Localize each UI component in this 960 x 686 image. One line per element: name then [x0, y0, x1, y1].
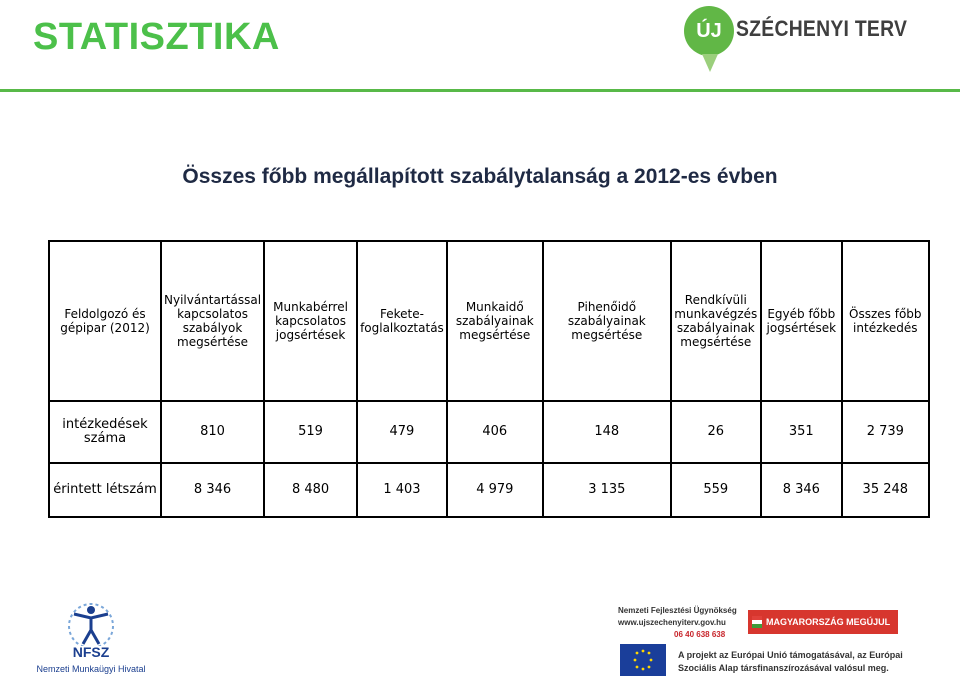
table-cell: 8 346: [759, 462, 843, 518]
header-cell: Fekete-foglalkoztatás: [356, 240, 448, 402]
table-cell: 406: [445, 400, 544, 464]
header-cell: Feldolgozó és gépipar (2012): [48, 240, 162, 402]
eu-flag-icon: [620, 644, 666, 676]
table-cell: 8 480: [263, 462, 359, 518]
table-cell: 35 248: [840, 462, 930, 518]
table-cell: 519: [263, 400, 359, 464]
table-row: érintett létszám 8 346 8 480 1 403 4 979…: [48, 462, 930, 518]
agency-name: Nemzeti Fejlesztési Ügynökség: [618, 606, 737, 615]
header-cell: Nyilvántartással kapcsolatos szabályok m…: [159, 240, 266, 402]
header-cell: Rendkívüli munkavégzés szabályainak megs…: [669, 240, 762, 402]
szechenyi-terv-logo: ÚJ SZÉCHENYI TERV: [684, 4, 934, 72]
eu-stars-icon: [633, 649, 653, 671]
header-cell: Pihenőidő szabályainak megsértése: [541, 240, 672, 402]
funding-logos: Nemzeti Fejlesztési Ügynökség www.ujszec…: [612, 600, 932, 684]
table-cell: 148: [541, 400, 672, 464]
nfsz-logo: NFSZ Nemzeti Munkaügyi Hivatal: [36, 592, 146, 682]
row-label: érintett létszám: [48, 462, 162, 518]
header-cell: Munkaidő szabályainak megsértése: [445, 240, 544, 402]
row-label: intézkedések száma: [48, 400, 162, 464]
table-cell: 351: [759, 400, 843, 464]
eu-funding-line1: A projekt az Európai Unió támogatásával,…: [678, 650, 903, 660]
table-cell: 2 739: [840, 400, 930, 464]
table-cell: 559: [669, 462, 762, 518]
badge-text: MAGYARORSZÁG MEGÚJUL: [766, 617, 891, 627]
hungarian-flag-icon: [752, 616, 762, 628]
nfsz-label: NFSZ: [72, 644, 110, 660]
table-cell: 26: [669, 400, 762, 464]
eu-funding-line2: Szociális Alap társfinanszírozásával val…: [678, 663, 889, 673]
section-title: Összes főbb megállapított szabálytalansá…: [182, 165, 778, 188]
person-emblem-icon: [68, 603, 114, 646]
table-cell: 4 979: [445, 462, 544, 518]
logo-circle: ÚJ: [684, 6, 734, 56]
header-cell: Összes főbb intézkedés: [840, 240, 930, 402]
agency-website: www.ujszechenyiterv.gov.hu: [618, 618, 726, 627]
table-cell: 3 135: [541, 462, 672, 518]
logo-drop-icon: [702, 54, 718, 72]
table-cell: 8 346: [159, 462, 266, 518]
page-title: STATISZTIKA: [33, 16, 280, 58]
nfsz-subtitle: Nemzeti Munkaügyi Hivatal: [36, 664, 146, 674]
table-cell: 1 403: [356, 462, 448, 518]
header-divider: [0, 89, 960, 92]
table-row: intézkedések száma 810 519 479 406 148 2…: [48, 400, 930, 464]
table-cell: 810: [159, 400, 266, 464]
table-header-row: Feldolgozó és gépipar (2012) Nyilvántart…: [48, 240, 930, 402]
megujul-badge: MAGYARORSZÁG MEGÚJUL: [748, 610, 898, 634]
statistics-table: Feldolgozó és gépipar (2012) Nyilvántart…: [48, 240, 930, 518]
header-cell: Egyéb főbb jogsértések: [759, 240, 843, 402]
header-cell: Munkabérrel kapcsolatos jogsértések: [263, 240, 359, 402]
table-cell: 479: [356, 400, 448, 464]
logo-text: SZÉCHENYI TERV: [736, 16, 908, 41]
agency-phone: 06 40 638 638: [674, 630, 726, 639]
